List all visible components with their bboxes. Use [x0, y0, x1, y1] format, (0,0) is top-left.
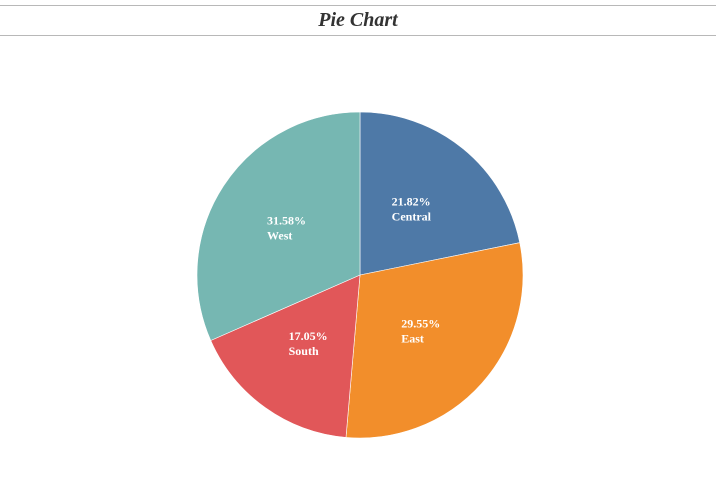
slice-category-label: East: [401, 331, 424, 345]
slice-label-south: 17.05% South: [289, 329, 328, 358]
slice-label-central: 21.82% Central: [392, 194, 432, 223]
slice-percent-label: 31.58%: [267, 214, 306, 228]
chart-title-bar: Pie Chart: [0, 5, 716, 36]
pie-slices: [196, 111, 524, 439]
slice-percent-label: 17.05%: [289, 329, 328, 343]
pie-labels: 21.82% Central 29.55% East 17.05% South 31.58%…: [267, 194, 440, 358]
chart-title: Pie Chart: [318, 9, 398, 31]
slice-label-west: 31.58% West: [267, 214, 306, 243]
slice-percent-label: 29.55%: [401, 316, 440, 330]
pie-slice-east[interactable]: [345, 242, 524, 439]
pie-slice-south[interactable]: [210, 274, 361, 438]
slice-category-label: Central: [392, 209, 432, 223]
slice-percent-label: 21.82%: [392, 194, 431, 208]
slice-category-label: West: [267, 229, 292, 243]
slice-category-label: South: [289, 344, 319, 358]
pie-slice-central[interactable]: [359, 111, 521, 276]
slice-label-east: 29.55% East: [401, 316, 440, 345]
pie-slice-west[interactable]: [196, 111, 361, 341]
